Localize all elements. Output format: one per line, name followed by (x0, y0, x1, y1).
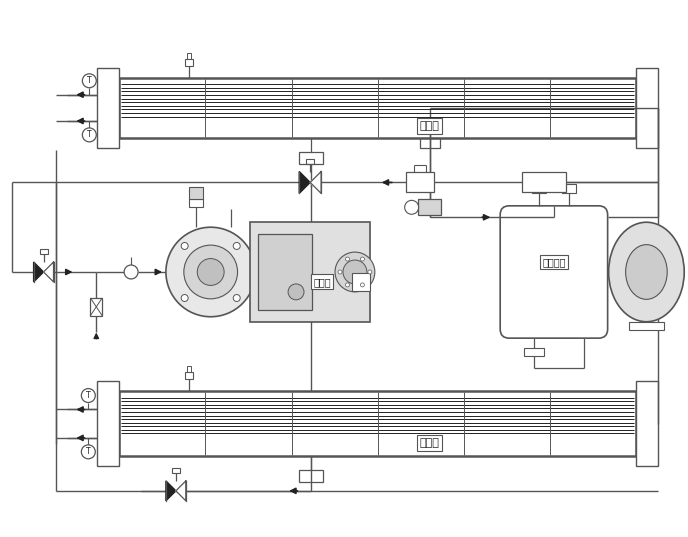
Text: T: T (86, 447, 91, 456)
Text: 冷凝器: 冷凝器 (420, 121, 440, 130)
Circle shape (335, 252, 375, 292)
Circle shape (166, 227, 255, 317)
Circle shape (181, 243, 188, 249)
Bar (259, 234, 312, 310)
Bar (97, 68, 119, 148)
Bar (189, 187, 203, 199)
Circle shape (368, 270, 372, 274)
Circle shape (233, 294, 240, 301)
Circle shape (124, 265, 138, 279)
Bar (40, 249, 47, 254)
Bar (90, 298, 103, 316)
Text: 压缩机: 压缩机 (313, 277, 331, 287)
Bar (187, 366, 191, 373)
Circle shape (181, 294, 188, 301)
Text: T: T (87, 76, 92, 85)
Bar (352, 273, 370, 291)
Circle shape (184, 245, 237, 299)
Bar (629, 322, 665, 330)
Circle shape (345, 257, 350, 261)
Circle shape (361, 257, 365, 261)
Circle shape (83, 74, 96, 88)
Bar (172, 468, 180, 473)
Text: 蒸发器: 蒸发器 (420, 438, 440, 448)
Bar (97, 381, 119, 466)
Bar (306, 158, 314, 164)
Bar (532, 184, 546, 193)
Bar (524, 348, 544, 356)
Bar (187, 53, 191, 59)
Ellipse shape (625, 245, 667, 299)
Circle shape (345, 283, 350, 287)
Bar (562, 184, 576, 193)
Ellipse shape (609, 222, 685, 322)
Bar (636, 68, 658, 148)
Bar (418, 199, 442, 215)
Circle shape (81, 389, 96, 403)
Polygon shape (43, 262, 54, 282)
Bar (250, 222, 370, 322)
Circle shape (405, 200, 418, 214)
FancyBboxPatch shape (500, 206, 608, 338)
Bar (299, 470, 323, 482)
Bar (522, 172, 566, 192)
Bar (406, 172, 433, 192)
Text: 油分离器: 油分离器 (542, 257, 566, 267)
Bar (636, 381, 658, 466)
Bar (189, 199, 203, 207)
Text: T: T (86, 391, 91, 400)
Bar (119, 78, 636, 137)
Polygon shape (34, 262, 43, 282)
Bar (185, 373, 193, 380)
Polygon shape (310, 171, 321, 193)
Polygon shape (166, 481, 176, 501)
Bar (420, 137, 440, 148)
Text: T: T (87, 130, 92, 140)
Bar (185, 59, 193, 66)
Circle shape (288, 284, 304, 300)
Circle shape (361, 283, 365, 287)
Circle shape (343, 260, 367, 284)
Polygon shape (176, 481, 186, 501)
Polygon shape (299, 171, 310, 193)
Bar (119, 391, 636, 456)
Circle shape (81, 445, 96, 459)
Circle shape (83, 128, 96, 142)
Circle shape (233, 243, 240, 249)
Circle shape (197, 258, 224, 285)
Circle shape (338, 270, 342, 274)
Bar (299, 151, 323, 164)
